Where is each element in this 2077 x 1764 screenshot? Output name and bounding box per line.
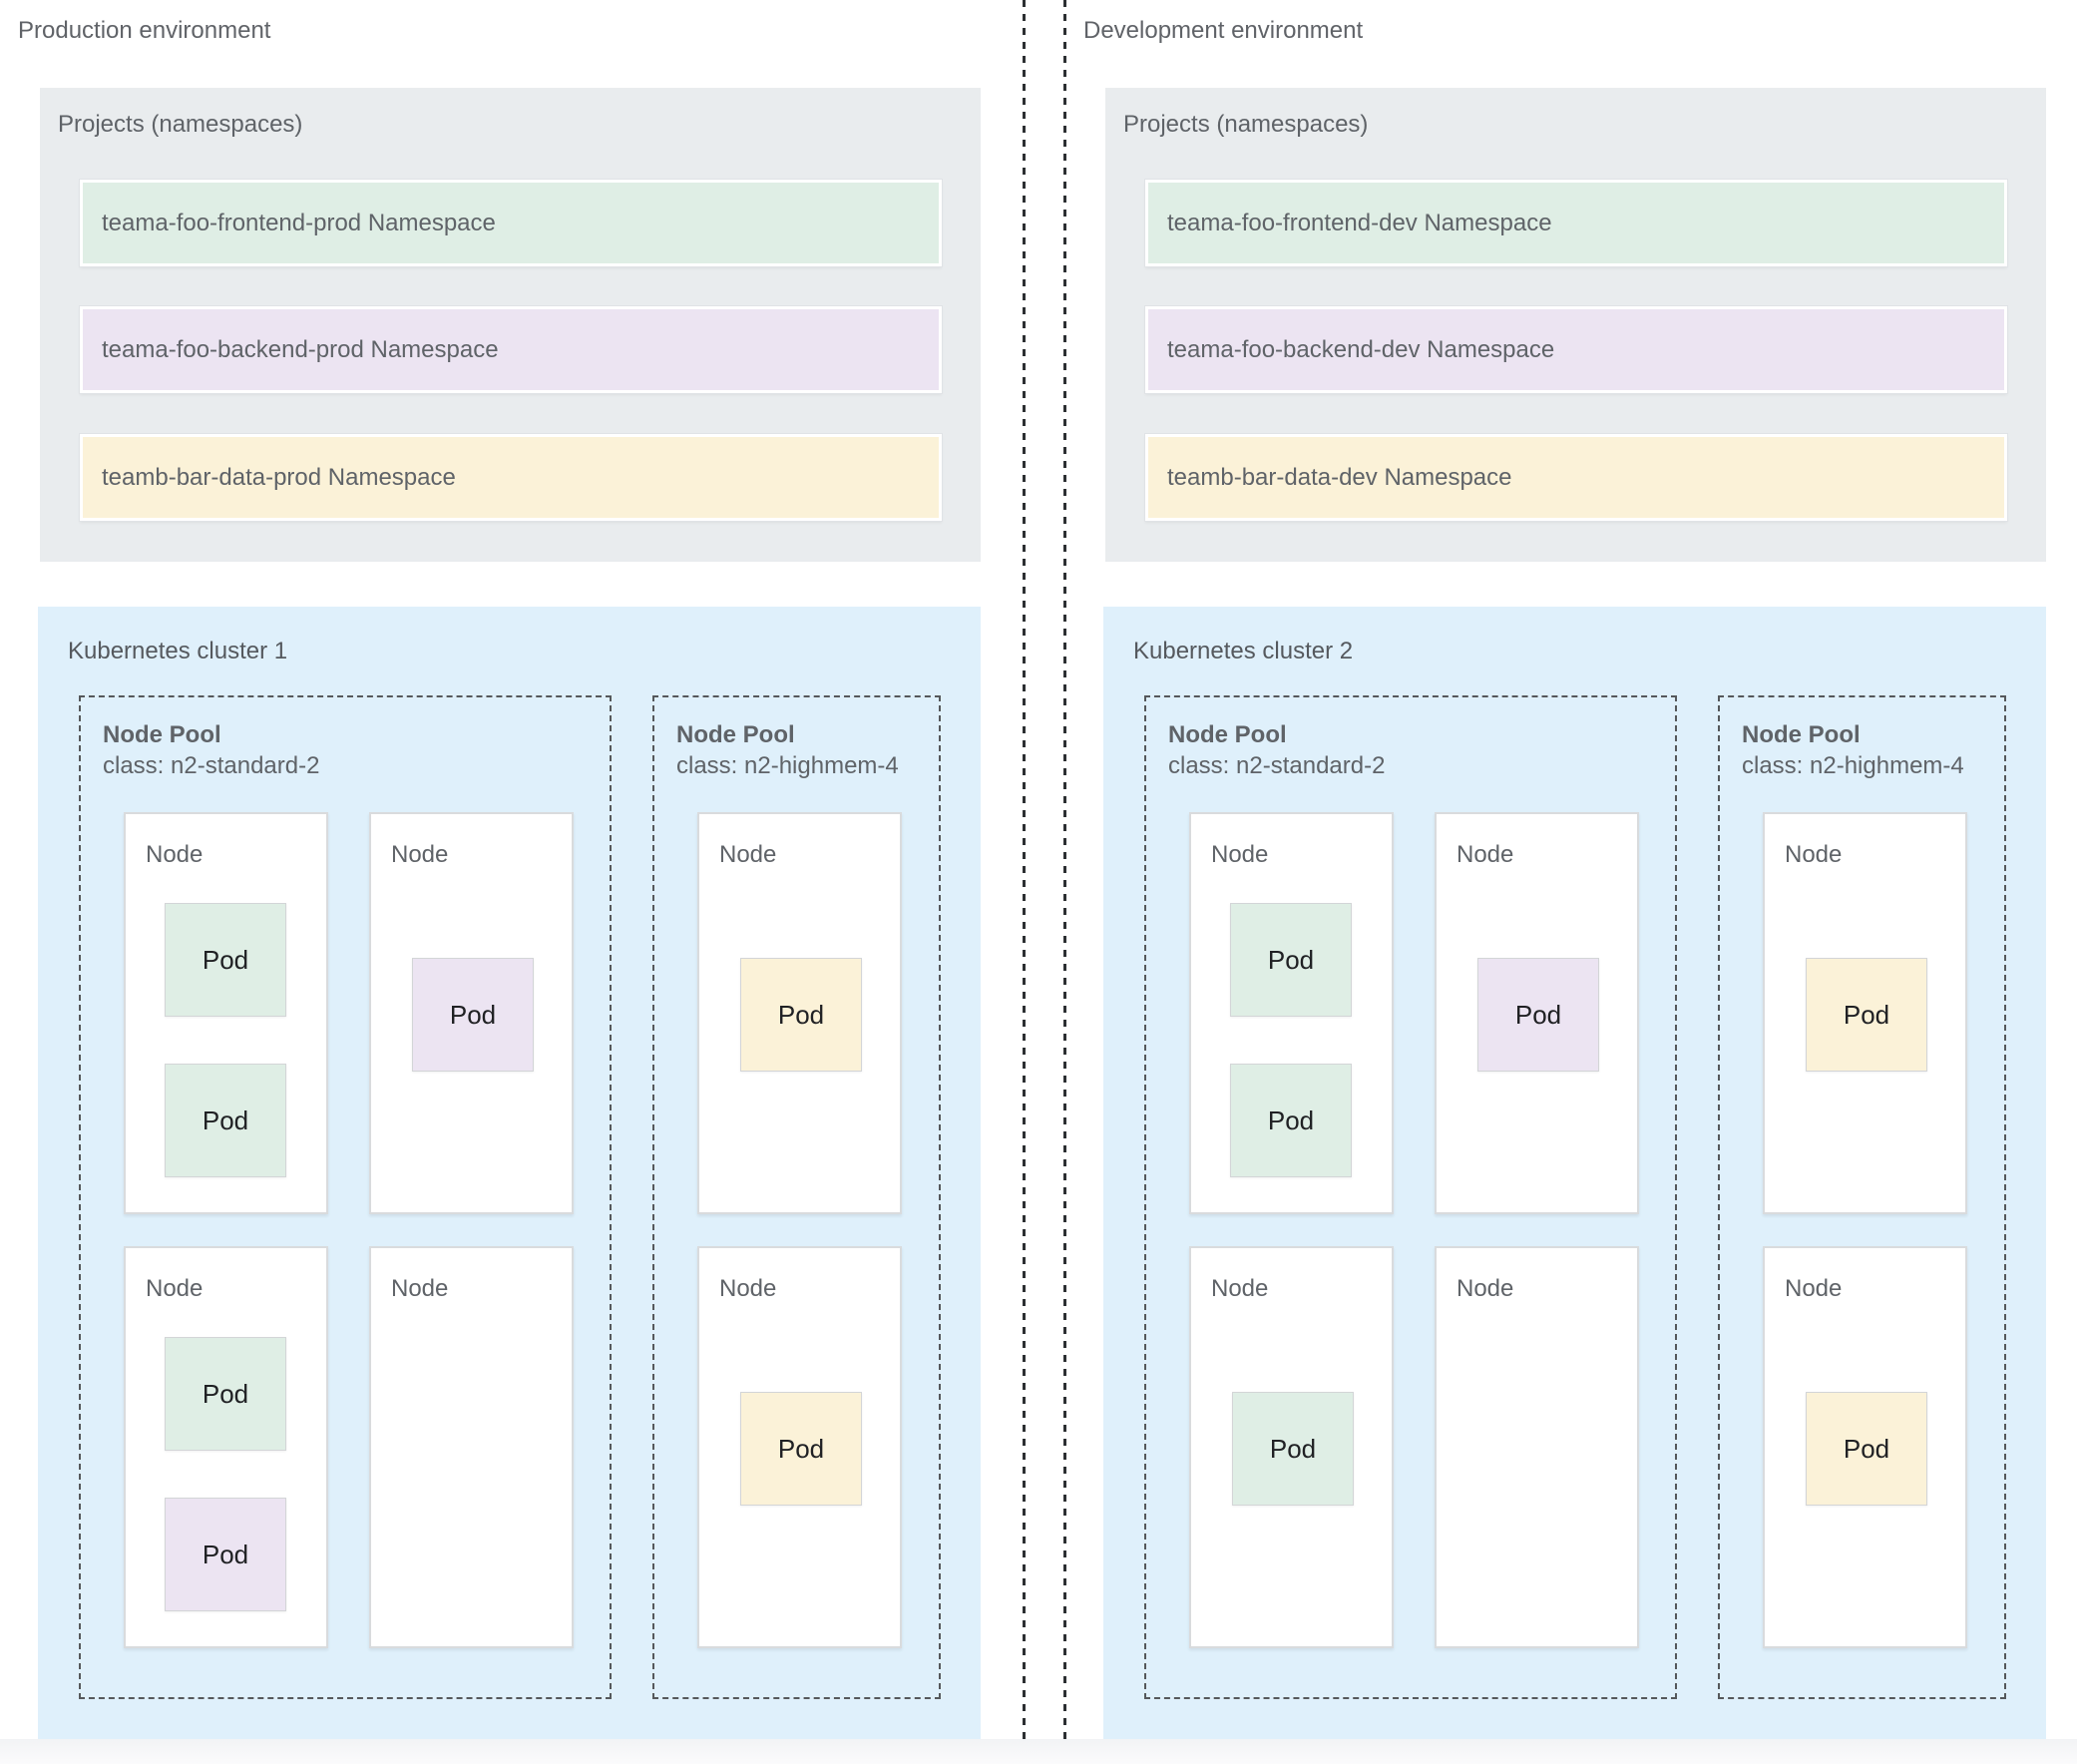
node-label: Node xyxy=(146,841,204,868)
projects-namespaces-box: Projects (namespaces) teama-foo-frontend… xyxy=(40,88,981,562)
node-box: Node Pod xyxy=(1763,812,1967,1214)
node-label: Node xyxy=(719,841,777,868)
projects-box-label: Projects (namespaces) xyxy=(58,111,303,138)
node-pool-name: Node Pool xyxy=(1168,721,1287,748)
node-pool: Node Pool class: n2-highmem-4 Node Pod N… xyxy=(1718,695,2006,1699)
environment-divider-dotted-line xyxy=(1063,0,1066,1764)
cluster-title: Kubernetes cluster 2 xyxy=(1133,638,1354,664)
node-box: Node Pod Pod xyxy=(124,1246,328,1648)
namespace-bar: teama-foo-frontend-prod Namespace xyxy=(80,180,942,266)
node-box: Node Pod xyxy=(369,812,574,1214)
node-pool: Node Pool class: n2-standard-2 Node Pod … xyxy=(1144,695,1677,1699)
node-box: Node Pod xyxy=(697,812,902,1214)
node-pool-class: class: n2-standard-2 xyxy=(103,752,320,779)
node-label: Node xyxy=(1785,1275,1843,1302)
pod-box: Pod xyxy=(1230,1064,1352,1177)
node-label: Node xyxy=(1211,1275,1269,1302)
namespace-label: teama-foo-backend-dev Namespace xyxy=(1167,335,1555,363)
node-box: Node Pod Pod xyxy=(124,812,328,1214)
node-label: Node xyxy=(391,1275,449,1302)
pod-box: Pod xyxy=(165,1064,286,1177)
node-label: Node xyxy=(1456,1275,1514,1302)
development-environment-section: Development environment Projects (namesp… xyxy=(1065,0,2077,1764)
pod-box: Pod xyxy=(1806,1392,1927,1506)
pod-box: Pod xyxy=(165,1337,286,1451)
node-pool-name: Node Pool xyxy=(103,721,221,748)
environment-title: Production environment xyxy=(18,17,271,44)
node-box: Node Pod xyxy=(1189,1246,1394,1648)
namespace-label: teamb-bar-data-prod Namespace xyxy=(102,463,456,491)
kubernetes-cluster-box: Kubernetes cluster 2 Node Pool class: n2… xyxy=(1103,607,2046,1739)
namespace-bar: teamb-bar-data-dev Namespace xyxy=(1145,434,2007,521)
pod-box: Pod xyxy=(1232,1392,1354,1506)
pod-box: Pod xyxy=(1477,958,1599,1072)
node-box: Node Pod xyxy=(1435,812,1639,1214)
pod-box: Pod xyxy=(1806,958,1927,1072)
node-box: Node Pod xyxy=(1763,1246,1967,1648)
pod-box: Pod xyxy=(740,958,862,1072)
node-pool: Node Pool class: n2-standard-2 Node Pod … xyxy=(79,695,612,1699)
namespace-label: teamb-bar-data-dev Namespace xyxy=(1167,463,1512,491)
projects-namespaces-box: Projects (namespaces) teama-foo-frontend… xyxy=(1105,88,2046,562)
pod-box: Pod xyxy=(165,903,286,1017)
cluster-title: Kubernetes cluster 1 xyxy=(68,638,288,664)
node-pool-name: Node Pool xyxy=(676,721,795,748)
namespace-label: teama-foo-backend-prod Namespace xyxy=(102,335,499,363)
node-label: Node xyxy=(391,841,449,868)
node-label: Node xyxy=(719,1275,777,1302)
node-pool-class: class: n2-standard-2 xyxy=(1168,752,1386,779)
node-pool: Node Pool class: n2-highmem-4 Node Pod N… xyxy=(652,695,941,1699)
environment-divider-dotted-line xyxy=(1023,0,1026,1764)
pod-box: Pod xyxy=(412,958,534,1072)
environment-title: Development environment xyxy=(1083,17,1364,44)
pod-box: Pod xyxy=(1230,903,1352,1017)
node-box: Node xyxy=(1435,1246,1639,1648)
node-pool-class: class: n2-highmem-4 xyxy=(676,752,899,779)
namespace-bar: teama-foo-backend-prod Namespace xyxy=(80,306,942,393)
namespace-bar: teama-foo-frontend-dev Namespace xyxy=(1145,180,2007,266)
node-pool-name: Node Pool xyxy=(1742,721,1861,748)
page-bottom-strip xyxy=(0,1739,2077,1764)
node-box: Node Pod xyxy=(697,1246,902,1648)
node-label: Node xyxy=(146,1275,204,1302)
node-pool-class: class: n2-highmem-4 xyxy=(1742,752,1964,779)
node-box: Node Pod Pod xyxy=(1189,812,1394,1214)
namespace-bar: teamb-bar-data-prod Namespace xyxy=(80,434,942,521)
pod-box: Pod xyxy=(740,1392,862,1506)
node-label: Node xyxy=(1785,841,1843,868)
kubernetes-cluster-box: Kubernetes cluster 1 Node Pool class: n2… xyxy=(38,607,981,1739)
node-label: Node xyxy=(1211,841,1269,868)
node-label: Node xyxy=(1456,841,1514,868)
namespace-bar: teama-foo-backend-dev Namespace xyxy=(1145,306,2007,393)
production-environment-section: Production environment Projects (namespa… xyxy=(0,0,1038,1764)
node-box: Node xyxy=(369,1246,574,1648)
pod-box: Pod xyxy=(165,1498,286,1611)
projects-box-label: Projects (namespaces) xyxy=(1123,111,1369,138)
namespace-label: teama-foo-frontend-dev Namespace xyxy=(1167,209,1552,236)
namespace-label: teama-foo-frontend-prod Namespace xyxy=(102,209,496,236)
